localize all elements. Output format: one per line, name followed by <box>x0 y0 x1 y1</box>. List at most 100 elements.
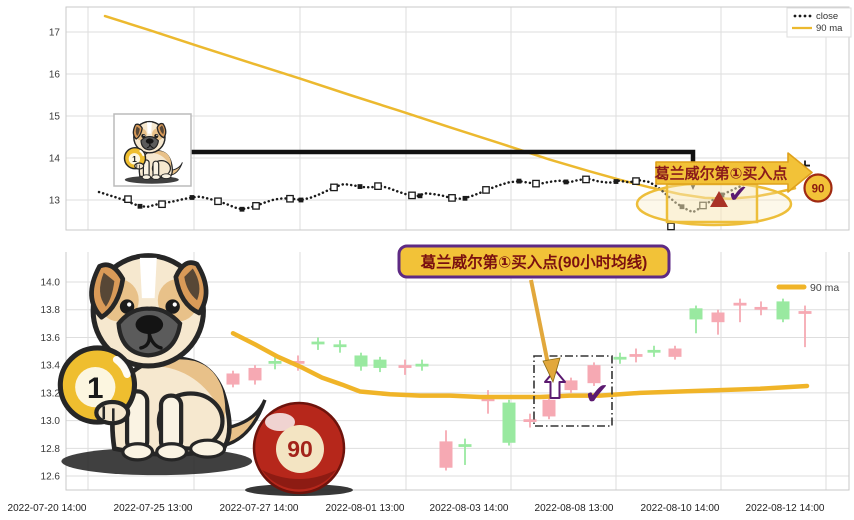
close-marker-hollow <box>699 201 707 210</box>
top-panel-series <box>97 14 810 231</box>
candle-body <box>248 367 262 381</box>
candle-body <box>523 419 537 422</box>
ma90-line-bottom <box>230 331 810 400</box>
candle-body <box>587 365 601 384</box>
top-panel-axis-labels: 17 16 15 14 13 <box>49 28 61 207</box>
candle-body <box>291 361 305 364</box>
x-tick-label: 2022-07-20 14:00 <box>8 503 87 514</box>
candle-body <box>798 311 812 314</box>
bottom-annotation-label: 葛兰威尔第①买入点(90小时均线) <box>421 253 648 272</box>
top-legend: close 90 ma <box>786 7 852 38</box>
close-marker-filled <box>679 204 685 210</box>
candle-body <box>439 441 453 468</box>
y-tick-label: 13.4 <box>41 361 61 372</box>
bottom-panel-series <box>226 298 812 471</box>
close-marker-filled <box>189 195 195 200</box>
close-marker-filled <box>239 206 245 212</box>
candle-body <box>776 301 790 320</box>
x-tick-label: 2022-07-25 13:00 <box>114 503 193 514</box>
candle-body <box>398 365 412 368</box>
ma90-badge-label: 90 <box>812 184 825 196</box>
candle-body <box>733 302 747 306</box>
close-marker-filled <box>357 184 363 189</box>
legend-close-swatch <box>793 14 812 18</box>
up-arrow-marker <box>544 369 566 399</box>
red-ball-90: 90 <box>245 401 353 496</box>
close-marker-hollow <box>286 194 294 203</box>
candle-body <box>689 308 703 320</box>
check-mark-top: ✔ <box>728 181 748 208</box>
check-mark-bottom: ✔ <box>584 378 609 411</box>
y-tick-label: 13.8 <box>41 305 61 316</box>
y-tick-label: 13.6 <box>41 333 61 344</box>
y-tick-label: 17 <box>49 28 61 39</box>
candle-body <box>629 354 643 357</box>
legend-close-label: close <box>816 11 838 22</box>
y-tick-label: 15 <box>49 112 61 123</box>
x-tick-label: 2022-08-12 14:00 <box>746 503 825 514</box>
candle-body <box>268 361 282 364</box>
buy-triangle-marker <box>710 191 728 207</box>
candle-body <box>333 344 347 348</box>
legend-ma-label: 90 ma <box>816 23 843 34</box>
close-marker-hollow <box>158 200 166 209</box>
y-tick-label: 14 <box>49 154 61 165</box>
candle-body <box>754 306 768 310</box>
close-marker-hollow <box>532 179 540 188</box>
candle-body <box>458 444 472 447</box>
candle-body <box>226 373 240 385</box>
bottom-panel-axis-labels: 14.0 13.8 13.6 13.4 13.2 13.0 12.8 12.6 2022-07-… <box>8 278 825 515</box>
close-marker-filled <box>417 193 423 199</box>
candle-body <box>542 399 556 417</box>
close-marker-filled <box>137 203 143 209</box>
ma90-badge: 90 <box>803 173 833 203</box>
ball-90-label: 90 <box>287 436 313 462</box>
y-tick-label: 13.2 <box>41 388 61 399</box>
close-marker-hollow <box>330 183 338 192</box>
bottom-legend: 90 ma <box>776 282 839 294</box>
candle-body <box>711 312 725 323</box>
legend-ma-label-bottom: 90 ma <box>810 282 839 294</box>
y-tick-label: 16 <box>49 70 61 81</box>
close-marker-hollow <box>582 175 590 184</box>
close-marker-hollow <box>482 186 490 194</box>
x-tick-label: 2022-07-27 14:00 <box>220 503 299 514</box>
candle-body <box>354 355 368 367</box>
close-marker-filled <box>462 195 468 201</box>
candle-body <box>613 356 627 360</box>
candle-body <box>647 349 661 353</box>
candle-body <box>415 363 429 367</box>
close-marker-hollow <box>667 222 675 231</box>
close-marker-hollow <box>124 195 132 204</box>
close-marker-filled <box>613 179 619 184</box>
y-tick-label: 14.0 <box>41 278 61 289</box>
y-tick-label: 12.8 <box>41 444 61 455</box>
candle-body <box>502 402 516 443</box>
ma90-line-top <box>103 14 797 200</box>
candle-body <box>311 341 325 345</box>
close-marker-filled <box>516 178 522 184</box>
x-tick-label: 2022-08-08 13:00 <box>535 503 614 514</box>
close-marker-hollow <box>214 197 222 206</box>
buy-banner-label: 葛兰威尔第①买入点 <box>654 165 788 183</box>
candle-body <box>668 348 682 357</box>
y-tick-label: 13 <box>49 196 61 207</box>
close-marker-hollow <box>374 182 382 190</box>
candle-body <box>564 380 578 391</box>
close-marker-filled <box>719 192 725 198</box>
close-marker-hollow <box>448 194 456 202</box>
close-marker-filled <box>298 197 304 203</box>
y-tick-label: 12.6 <box>41 472 61 483</box>
close-marker-filled <box>563 179 569 185</box>
candle-body <box>373 359 387 368</box>
close-marker-hollow <box>408 191 416 200</box>
x-tick-label: 2022-08-01 13:00 <box>326 503 405 514</box>
annotation-arrow <box>529 279 561 384</box>
dog-thumbnail-box <box>113 113 192 187</box>
candle-body <box>481 398 495 402</box>
close-marker-hollow <box>632 177 640 185</box>
x-tick-label: 2022-08-10 14:00 <box>641 503 720 514</box>
y-tick-label: 13.0 <box>41 416 61 427</box>
